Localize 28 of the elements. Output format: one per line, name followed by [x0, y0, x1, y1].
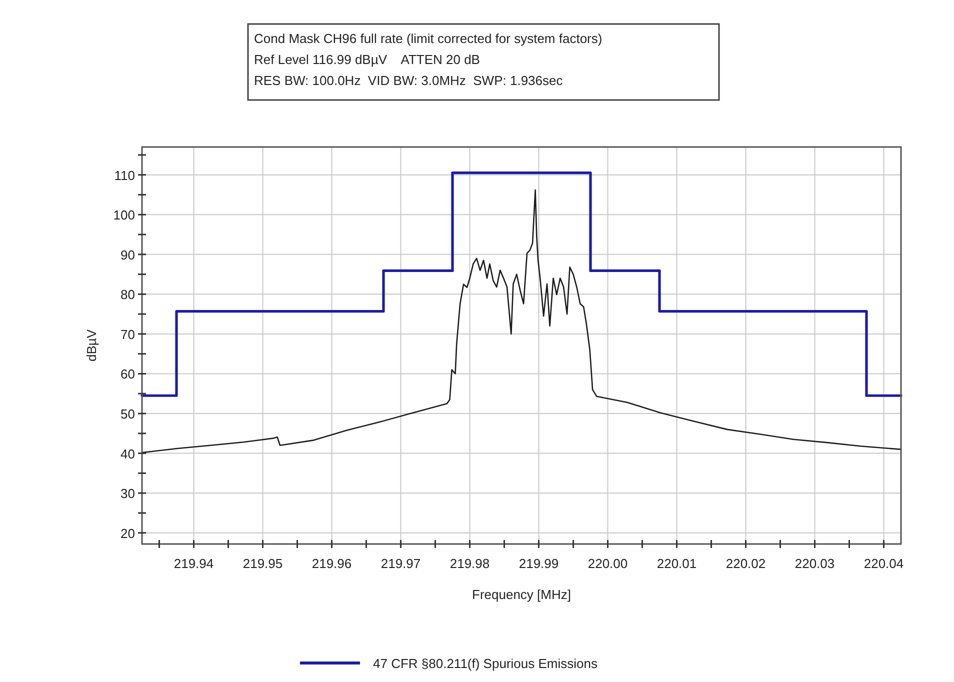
y-tick-label: 20	[120, 526, 135, 541]
y-tick-label: 70	[120, 326, 135, 342]
y-tick-label: 110	[114, 168, 135, 183]
y-tick-label: 80	[120, 287, 135, 302]
x-tick-label: 219.96	[312, 556, 352, 571]
y-tick-label: 100	[113, 208, 135, 223]
x-tick-label: 219.99	[518, 556, 559, 571]
line-series	[142, 189, 901, 454]
x-tick-label: 219.95	[242, 556, 283, 571]
x-tick-label: 220.03	[794, 556, 835, 571]
text: Ref Level 116.99 dBµV ATTEN 20 dB	[254, 52, 480, 67]
x-tick-label: 220.02	[726, 556, 766, 571]
chart-title: Cond Mask CH96 full rate (limit corrected for system factors)	[254, 31, 602, 46]
text: RES BW: 100.0Hz VID BW: 3.0MHz SWP: 1.936sec	[254, 73, 564, 88]
x-tick-label: 219.97	[380, 556, 421, 571]
y-axis-title: dBµV	[84, 329, 99, 362]
y-tick-label: 60	[120, 366, 135, 382]
x-tick-label: 219.98	[450, 556, 490, 571]
y-tick-label: 90	[120, 247, 135, 262]
x-tick-label: 220.04	[864, 556, 904, 571]
legend-label: 47 CFR §80.211(f) Spurious Emissions	[373, 656, 598, 671]
x-tick-label: 219.94	[174, 556, 214, 571]
x-tick-label: 220.01	[656, 556, 697, 571]
y-tick-label: 40	[120, 446, 135, 462]
x-tick-label: 220.00	[588, 556, 628, 571]
y-tick-label: 50	[120, 406, 135, 422]
y-tick-label: 30	[120, 486, 135, 502]
x-axis-title: Frequency [MHz]	[472, 587, 571, 602]
